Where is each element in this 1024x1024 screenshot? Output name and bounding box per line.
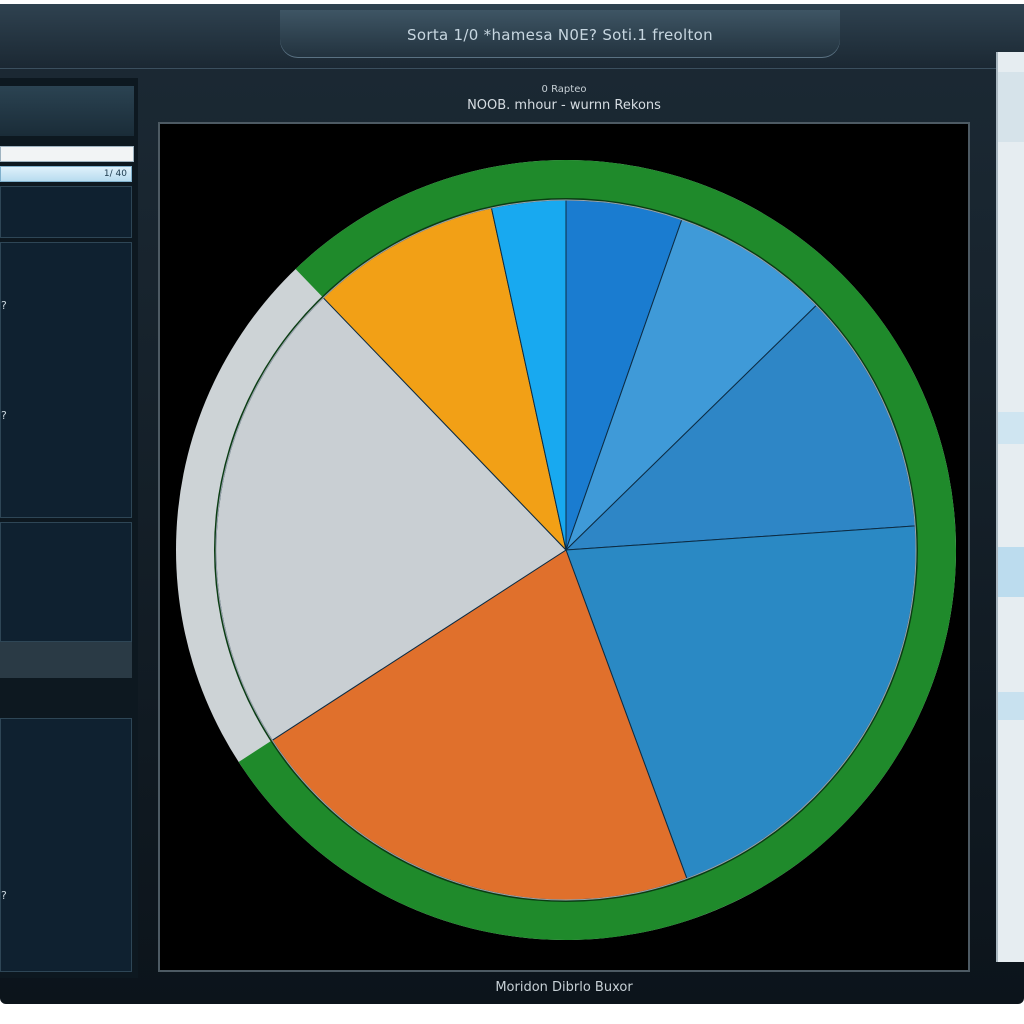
chart-subtitle: NOOB. mhour - wurnn Rekons — [467, 98, 661, 113]
window-title: Sorta 1/0 *hamesa N0E? Soti.1 freolton — [407, 26, 713, 44]
right-row[interactable] — [998, 547, 1024, 597]
left-panel: 1/ 40 ? ? ? — [0, 78, 138, 978]
right-panel — [996, 52, 1024, 962]
app-window: Sorta 1/0 *hamesa N0E? Soti.1 freolton 1… — [0, 4, 1024, 1004]
pie-chart — [176, 160, 957, 941]
chart-footer: Moridon Dibrlo Buxor — [495, 980, 633, 995]
pie-inner-outline — [215, 199, 917, 901]
left-box-1[interactable] — [0, 186, 132, 238]
left-panel-header — [0, 86, 134, 136]
left-box-3[interactable] — [0, 522, 132, 642]
left-item-2: ? — [1, 409, 7, 422]
title-tab — [280, 10, 840, 58]
right-row[interactable] — [998, 692, 1024, 720]
title-bar: Sorta 1/0 *hamesa N0E? Soti.1 freolton — [0, 4, 1024, 69]
left-item-3: ? — [1, 889, 7, 902]
left-box-2[interactable]: ? ? — [0, 242, 132, 518]
right-row[interactable] — [998, 412, 1024, 444]
selected-field[interactable]: 1/ 40 — [0, 166, 132, 182]
filter-input[interactable] — [0, 146, 134, 162]
left-box-4[interactable]: ? — [0, 718, 132, 972]
left-row-highlight[interactable] — [0, 642, 132, 678]
left-item-1: ? — [1, 299, 7, 312]
right-row[interactable] — [998, 72, 1024, 142]
chart-title: 0 Rapteo — [541, 84, 587, 95]
